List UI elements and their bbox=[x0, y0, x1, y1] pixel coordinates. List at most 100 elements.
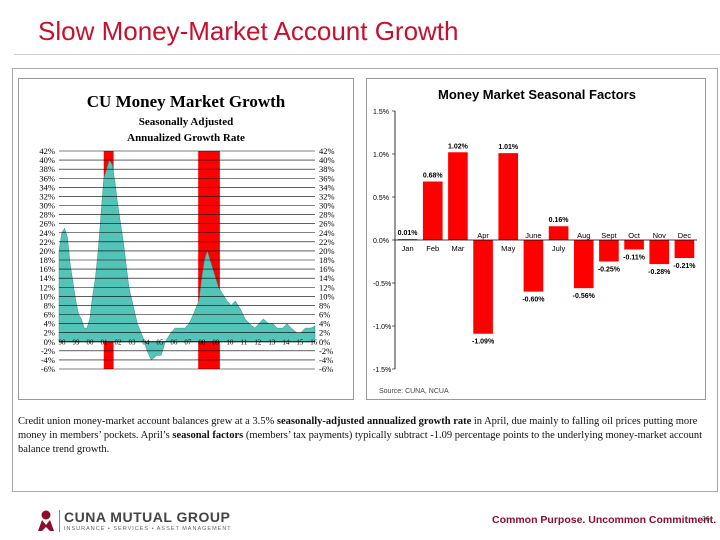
cu-money-market-growth-svg: CU Money Market Growth Seasonally Adjust… bbox=[39, 92, 335, 374]
y-tick-label-right: 40% bbox=[319, 155, 335, 165]
y-tick-label-right: 22% bbox=[319, 237, 335, 247]
y-tick-label-left: 12% bbox=[39, 282, 55, 292]
y-tick-label-left: 24% bbox=[39, 228, 55, 238]
y-tick-label-right: -2% bbox=[319, 346, 333, 356]
category-label: Apr bbox=[477, 231, 489, 240]
bar-value-label: -0.25% bbox=[598, 267, 621, 274]
y-tick-label: -1.5% bbox=[373, 367, 391, 374]
y-tick-label-left: 16% bbox=[39, 264, 55, 274]
slide-caption: Credit union money-market account balanc… bbox=[18, 415, 702, 457]
y-tick-label: 0.0% bbox=[373, 238, 389, 245]
x-tick-label: 06 bbox=[170, 338, 178, 346]
bar-value-label: -0.56% bbox=[573, 293, 596, 300]
y-tick-label-right: 16% bbox=[319, 264, 335, 274]
seasonal-factor-bar bbox=[448, 152, 468, 240]
y-tick-label: 1.0% bbox=[373, 152, 389, 159]
x-tick-label: 09 bbox=[212, 338, 220, 346]
category-label: Feb bbox=[426, 244, 439, 253]
bar-value-label: -0.28% bbox=[648, 269, 671, 276]
y-tick-label-right: 24% bbox=[319, 228, 335, 238]
x-tick-label: 98 bbox=[59, 338, 67, 346]
bar-value-label: 0.68% bbox=[423, 173, 444, 180]
bar-value-label: -0.60% bbox=[522, 297, 545, 304]
x-tick-label: 01 bbox=[100, 338, 108, 346]
category-label: Sept bbox=[601, 231, 617, 240]
footer-tagline: Common Purpose. Uncommon Commitment. bbox=[492, 514, 717, 526]
x-tick-label: 12 bbox=[254, 338, 261, 346]
category-label: Oct bbox=[628, 231, 641, 240]
y-tick-label-left: -6% bbox=[41, 364, 55, 374]
y-tick-label-left: 20% bbox=[39, 246, 55, 256]
seasonal-factor-bar bbox=[397, 239, 418, 240]
right-chart-source: Source: CUNA, NCUA bbox=[379, 388, 449, 395]
y-tick-label: 1.5% bbox=[373, 109, 389, 116]
y-tick-label-left: 10% bbox=[39, 291, 55, 301]
category-label: June bbox=[525, 231, 541, 240]
y-tick-label-left: -2% bbox=[41, 346, 55, 356]
y-tick-label-right: 32% bbox=[319, 191, 335, 201]
seasonal-factor-bar bbox=[573, 240, 594, 289]
y-tick-label-left: 14% bbox=[39, 273, 55, 283]
y-tick-label-right: 10% bbox=[319, 291, 335, 301]
caption-segment: in April, due mainly to falling oil pric… bbox=[18, 416, 698, 441]
y-tick-label-right: 14% bbox=[319, 273, 335, 283]
category-label: Nov bbox=[653, 231, 667, 240]
y-tick-label-left: -4% bbox=[41, 355, 55, 365]
y-tick-label-right: 26% bbox=[319, 219, 335, 229]
x-tick-label: 13 bbox=[268, 338, 276, 346]
y-tick-label-right: 2% bbox=[319, 328, 330, 338]
caption-segment: (members’ tax payments) typically subtra… bbox=[18, 430, 702, 455]
category-label: May bbox=[501, 244, 515, 253]
page-number: 36 bbox=[702, 516, 710, 523]
y-tick-label-left: 30% bbox=[39, 201, 55, 211]
x-tick-label: 02 bbox=[114, 338, 122, 346]
x-tick-label: 07 bbox=[184, 338, 192, 346]
bar-value-label: 1.02% bbox=[448, 143, 469, 150]
y-tick-label-right: 34% bbox=[319, 182, 335, 192]
logo-company-name: CUNA MUTUAL GROUP bbox=[64, 509, 231, 525]
y-tick-label-left: 38% bbox=[39, 164, 55, 174]
y-tick-label-left: 34% bbox=[39, 182, 55, 192]
seasonal-factor-bar bbox=[498, 153, 519, 240]
caption-segment: seasonally-adjusted annualized growth ra… bbox=[276, 416, 472, 427]
title-divider bbox=[14, 54, 720, 55]
x-tick-label: 05 bbox=[156, 338, 164, 346]
x-tick-label: 00 bbox=[86, 338, 94, 346]
y-tick-label-right: 30% bbox=[319, 201, 335, 211]
left-chart-title: CU Money Market Growth bbox=[87, 92, 286, 111]
y-tick-label-right: 4% bbox=[319, 319, 330, 329]
caption-segment: Credit union money-market account balanc… bbox=[18, 416, 277, 427]
y-tick-label: -1.0% bbox=[373, 324, 391, 331]
y-tick-label-left: 32% bbox=[39, 191, 55, 201]
x-tick-label: 11 bbox=[240, 338, 247, 346]
y-tick-label-left: 36% bbox=[39, 173, 55, 183]
y-tick-label-right: -4% bbox=[319, 355, 333, 365]
cuna-mutual-emblem-icon bbox=[38, 510, 54, 531]
left-chart-subtitle-line-2: Annualized Growth Rate bbox=[127, 132, 245, 144]
y-tick-label-right: 8% bbox=[319, 300, 330, 310]
y-tick-label-left: 28% bbox=[39, 210, 55, 220]
seasonal-factor-bar bbox=[624, 240, 644, 250]
y-tick-label-left: 8% bbox=[44, 300, 55, 310]
y-tick-label-left: 4% bbox=[44, 319, 55, 329]
seasonal-factor-bar bbox=[422, 181, 443, 240]
y-tick-label-right: 6% bbox=[319, 310, 330, 320]
logo-company-subtitle: INSURANCE • SERVICES • ASSET MANAGEMENT bbox=[64, 526, 232, 532]
y-tick-label-left: 26% bbox=[39, 219, 55, 229]
x-tick-label: 99 bbox=[72, 338, 80, 346]
seasonal-factor-bar bbox=[649, 240, 670, 265]
seasonal-factor-bar bbox=[674, 240, 695, 259]
y-tick-label: 0.5% bbox=[373, 195, 389, 202]
seasonal-factor-bar bbox=[599, 240, 619, 262]
x-tick-label: 04 bbox=[142, 338, 150, 346]
left-chart-subtitle-line-1: Seasonally Adjusted bbox=[139, 116, 233, 128]
y-tick-label-right: 0% bbox=[319, 337, 330, 347]
y-tick-label-right: 36% bbox=[319, 173, 335, 183]
y-tick-label-left: 0% bbox=[44, 337, 55, 347]
logo-divider bbox=[59, 510, 60, 532]
right-chart-title: Money Market Seasonal Factors bbox=[438, 87, 636, 102]
category-label: July bbox=[552, 244, 566, 253]
bar-value-label: 0.01% bbox=[398, 230, 419, 237]
y-tick-label-right: 12% bbox=[319, 282, 335, 292]
caption-segment: seasonal factors bbox=[172, 430, 244, 441]
